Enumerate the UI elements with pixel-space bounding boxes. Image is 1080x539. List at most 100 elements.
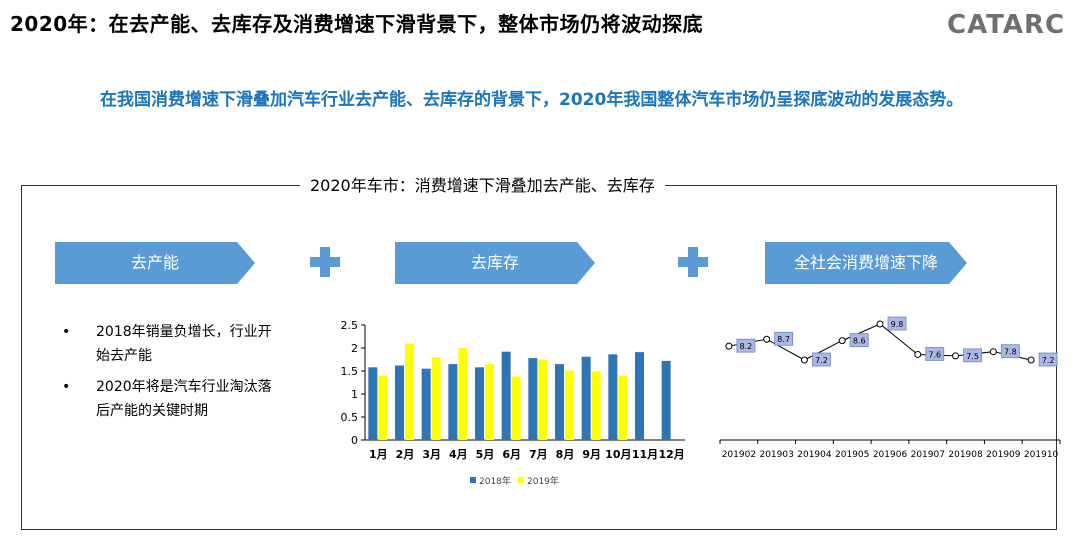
y-tick-label: 0.5 bbox=[341, 411, 359, 424]
x-tick-label: 4月 bbox=[449, 448, 468, 461]
data-label-box bbox=[1038, 352, 1058, 367]
data-label: 7.2 bbox=[815, 356, 828, 365]
consumption-growth-line-chart: 8.2 8.7 7.2 8.6 9.8 7.6 7.5 7.8 7.2 201902 201903 2… bbox=[719, 316, 1061, 460]
y-tick-label: 2 bbox=[351, 342, 358, 355]
bar bbox=[661, 360, 671, 440]
x-tick-label: 1月 bbox=[369, 448, 388, 461]
y-tick-label: 2.5 bbox=[341, 319, 359, 332]
sales-bar-chart: 0 0.5 1 1.5 2 2.5 1月 2月 3月 4月 5月 6月 7月 8月 9月 10月 11月 12月 2… bbox=[341, 319, 685, 487]
bar bbox=[405, 343, 414, 440]
bullet-item: • 2018年销量负增长，行业开始去产能 bbox=[62, 320, 276, 368]
bar bbox=[368, 367, 378, 440]
data-point bbox=[838, 337, 846, 345]
data-label: 9.8 bbox=[891, 320, 904, 329]
data-label: 8.2 bbox=[740, 342, 753, 351]
x-tick-label: 201907 bbox=[911, 450, 945, 460]
bar bbox=[378, 375, 388, 440]
data-label-box bbox=[887, 316, 907, 331]
data-label-box bbox=[736, 338, 756, 353]
x-tick-label: 12月 bbox=[659, 448, 685, 461]
bullet-dot: • bbox=[62, 379, 71, 395]
x-tick-label: 8月 bbox=[556, 448, 575, 461]
bullet-text: 2018年销量负增长，行业开始去产能 bbox=[96, 324, 272, 364]
bar bbox=[421, 368, 431, 440]
bar bbox=[448, 364, 458, 440]
data-point bbox=[914, 350, 922, 358]
legend-label: 2018年 bbox=[479, 475, 511, 487]
bullet-dot: • bbox=[62, 324, 71, 340]
plus-icon bbox=[678, 247, 708, 277]
legend-swatch bbox=[518, 477, 524, 483]
data-label: 7.2 bbox=[1042, 356, 1055, 365]
bullet-text: 2020年将是汽车行业淘汰落后产能的关键时期 bbox=[96, 379, 272, 419]
data-label-box bbox=[963, 348, 982, 363]
x-tick-label: 5月 bbox=[476, 448, 495, 461]
plus-icon bbox=[310, 247, 340, 277]
bar bbox=[555, 364, 564, 440]
series-line bbox=[728, 323, 1032, 361]
bar bbox=[538, 359, 548, 440]
x-tick-label: 9月 bbox=[582, 448, 601, 461]
bar bbox=[528, 358, 538, 440]
x-tick-label: 201904 bbox=[797, 450, 832, 460]
data-label-box bbox=[774, 331, 794, 346]
bar bbox=[608, 354, 618, 440]
page-title: 2020年：在去产能、去库存及消费增速下滑背景下，整体市场仍将波动探底 bbox=[10, 12, 704, 36]
y-tick-label: 1 bbox=[351, 388, 358, 401]
catarc-logo: CATARC bbox=[947, 10, 1065, 40]
x-tick-label: 201909 bbox=[986, 450, 1021, 460]
bar bbox=[618, 375, 628, 440]
x-tick-label: 201902 bbox=[722, 450, 756, 460]
legend-label: 2019年 bbox=[527, 475, 559, 487]
data-label-box bbox=[812, 352, 831, 367]
x-tick-label: 10月 bbox=[605, 448, 631, 461]
x-tick-label: 7月 bbox=[529, 448, 548, 461]
data-point bbox=[800, 356, 808, 364]
x-tick-label: 201906 bbox=[873, 450, 908, 460]
data-point bbox=[876, 320, 884, 328]
data-label: 8.6 bbox=[853, 337, 866, 346]
data-label-box bbox=[1000, 344, 1020, 359]
data-point bbox=[989, 348, 997, 356]
data-label: 8.7 bbox=[777, 335, 790, 344]
data-label-box bbox=[925, 347, 945, 361]
data-label-box bbox=[849, 333, 869, 348]
bar bbox=[431, 357, 441, 440]
data-point bbox=[952, 352, 960, 360]
bar bbox=[395, 365, 404, 440]
intro-text: 在我国消费增速下滑叠加汽车行业去产能、去库存的背景下，2020年我国整体汽车市场… bbox=[100, 90, 964, 110]
x-tick-label: 201905 bbox=[835, 450, 869, 460]
y-tick-label: 0 bbox=[351, 434, 358, 447]
svg-text:CATARC: CATARC bbox=[947, 10, 1065, 40]
bullet-list: • 2018年销量负增长，行业开始去产能 • 2020年将是汽车行业淘汰落后产能… bbox=[62, 320, 276, 430]
x-tick-label: 6月 bbox=[502, 448, 521, 461]
factor-overcapacity-arrow: 去产能 bbox=[55, 242, 255, 284]
y-tick-label: 1.5 bbox=[341, 365, 359, 378]
factor-consumption-arrow: 全社会消费增速下降 bbox=[765, 242, 967, 284]
data-label: 7.5 bbox=[966, 352, 979, 361]
x-tick-label: 3月 bbox=[422, 448, 441, 461]
bar bbox=[501, 351, 511, 440]
bar bbox=[591, 371, 601, 440]
bar bbox=[485, 364, 494, 440]
x-tick-label: 201903 bbox=[759, 450, 793, 460]
data-point bbox=[725, 342, 733, 350]
x-tick-label: 11月 bbox=[632, 448, 658, 461]
bullet-item: • 2020年将是汽车行业淘汰落后产能的关键时期 bbox=[62, 375, 276, 423]
legend-swatch bbox=[470, 477, 476, 483]
data-point bbox=[1027, 356, 1035, 364]
bar bbox=[581, 356, 591, 440]
data-point bbox=[763, 335, 771, 343]
frame-title: 2020年车市：消费增速下滑叠加去产能、去库存 bbox=[300, 174, 665, 198]
data-label: 7.8 bbox=[1004, 348, 1017, 357]
x-tick-label: 201908 bbox=[948, 450, 983, 460]
x-tick-label: 2月 bbox=[396, 448, 415, 461]
bar bbox=[475, 367, 484, 440]
x-tick-label: 201910 bbox=[1024, 450, 1059, 460]
factor-inventory-arrow: 去库存 bbox=[395, 242, 595, 284]
bar bbox=[511, 376, 521, 440]
bar bbox=[565, 370, 574, 440]
bar bbox=[458, 348, 468, 440]
bar bbox=[635, 352, 644, 440]
data-label: 7.6 bbox=[928, 350, 941, 359]
